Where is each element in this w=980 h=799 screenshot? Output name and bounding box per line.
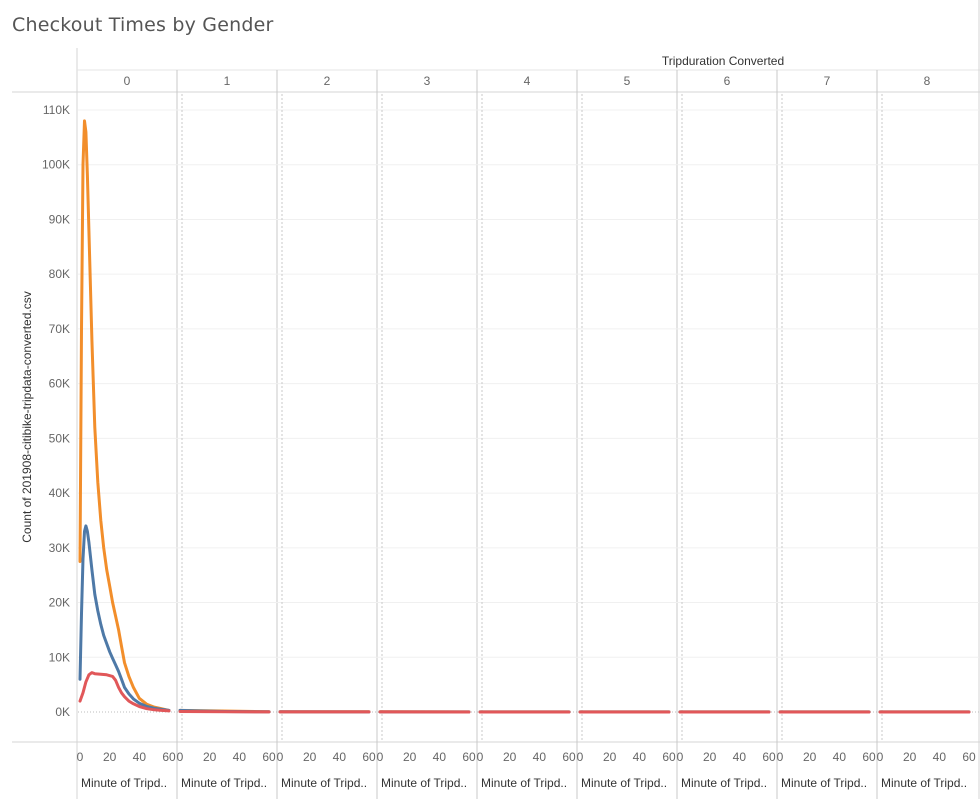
y-tick-label: 40K <box>49 486 70 500</box>
x-axis-label: Minute of Tripd.. <box>581 776 667 790</box>
y-tick-label: 20K <box>49 596 70 610</box>
x-tick-label: 20 <box>303 750 317 764</box>
x-tick-label: 40 <box>733 750 747 764</box>
y-tick-label: 110K <box>43 103 70 117</box>
y-tick-label: 60K <box>49 377 70 391</box>
x-tick-label: 20 <box>803 750 817 764</box>
x-tick-label: 0 <box>377 750 384 764</box>
panel-header-label: 6 <box>724 74 731 88</box>
x-tick-label: 60 <box>862 750 876 764</box>
x-axis-label: Minute of Tripd.. <box>881 776 967 790</box>
x-tick-label: 60 <box>962 750 976 764</box>
panel-header-label: 7 <box>824 74 831 88</box>
panel-header-label: 4 <box>524 74 531 88</box>
x-tick-label: 0 <box>777 750 784 764</box>
series-lines <box>78 119 971 714</box>
x-tick-label: 60 <box>562 750 576 764</box>
x-tick-label: 40 <box>333 750 347 764</box>
panel-header-label: 8 <box>924 74 931 88</box>
x-tick-label: 60 <box>462 750 476 764</box>
y-tick-label: 90K <box>49 212 70 226</box>
x-axis-label: Minute of Tripd.. <box>181 776 267 790</box>
x-tick-label: 60 <box>662 750 676 764</box>
x-tick-label: 40 <box>833 750 847 764</box>
x-tick-label: 0 <box>477 750 484 764</box>
y-tick-label: 80K <box>49 267 70 281</box>
x-tick-label: 60 <box>262 750 276 764</box>
x-tick-label: 20 <box>103 750 117 764</box>
x-tick-label: 20 <box>703 750 717 764</box>
series-line-2-panel-0 <box>78 671 171 713</box>
x-tick-label: 0 <box>677 750 684 764</box>
x-axis-label: Minute of Tripd.. <box>381 776 467 790</box>
panel-header-label: 1 <box>224 74 231 88</box>
y-tick-label: 50K <box>49 431 70 445</box>
x-tick-label: 40 <box>933 750 947 764</box>
x-tick-label: 0 <box>577 750 584 764</box>
panel-header-label: 0 <box>124 74 131 88</box>
grid <box>78 94 979 742</box>
x-axis-label: Minute of Tripd.. <box>681 776 767 790</box>
y-tick-label: 70K <box>49 322 70 336</box>
x-tick-label: 40 <box>433 750 447 764</box>
x-tick-label: 40 <box>233 750 247 764</box>
y-tick-label: 10K <box>49 650 70 664</box>
x-tick-label: 40 <box>633 750 647 764</box>
x-tick-label: 60 <box>362 750 376 764</box>
page-title: Checkout Times by Gender <box>12 14 274 36</box>
x-tick-label: 60 <box>162 750 176 764</box>
x-tick-label: 20 <box>203 750 217 764</box>
x-tick-label: 0 <box>177 750 184 764</box>
y-tick-label: 30K <box>49 541 70 555</box>
x-axis-label: Minute of Tripd.. <box>81 776 167 790</box>
x-tick-label: 20 <box>603 750 617 764</box>
x-tick-label: 20 <box>403 750 417 764</box>
x-tick-label: 20 <box>903 750 917 764</box>
x-tick-label: 60 <box>762 750 776 764</box>
x-axis-label: Minute of Tripd.. <box>481 776 567 790</box>
chart-frame <box>12 0 980 799</box>
x-tick-label: 20 <box>503 750 517 764</box>
y-tick-label: 0K <box>55 705 70 719</box>
x-axis-label: Minute of Tripd.. <box>781 776 867 790</box>
panel-header-label: 5 <box>624 74 631 88</box>
x-tick-label: 0 <box>877 750 884 764</box>
series-line-0-panel-0 <box>78 119 171 712</box>
series-line-1-panel-0 <box>78 524 171 712</box>
x-tick-label: 0 <box>77 750 84 764</box>
x-tick-label: 0 <box>277 750 284 764</box>
x-tick-label: 40 <box>533 750 547 764</box>
y-tick-label: 100K <box>42 158 70 172</box>
panel-header-label: 2 <box>324 74 331 88</box>
column-header-title: Tripduration Converted <box>662 54 784 68</box>
x-tick-label: 40 <box>133 750 147 764</box>
y-axis-label: Count of 201908-citibike-tripdata-conver… <box>20 291 34 542</box>
panel-header-label: 3 <box>424 74 431 88</box>
x-axis-label: Minute of Tripd.. <box>281 776 367 790</box>
